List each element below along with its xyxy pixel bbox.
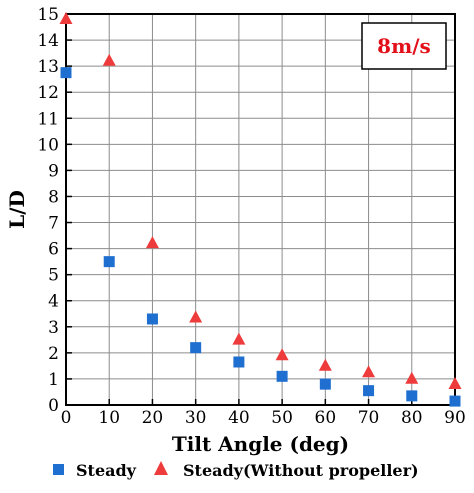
y-tick-label: 7 xyxy=(48,214,59,234)
legend-marker-steady xyxy=(53,464,64,475)
y-tick-label: 5 xyxy=(48,266,59,286)
data-point-steady xyxy=(190,342,202,354)
y-tick-label: 13 xyxy=(37,57,59,77)
legend: Steady Steady(Without propeller) xyxy=(53,461,419,480)
tick-labels: 0 10 20 30 40 50 60 70 80 90012345678910111213141… xyxy=(37,5,465,428)
y-tick-label: 14 xyxy=(37,31,59,51)
x-tick-label: 30 xyxy=(185,408,207,428)
speed-annotation: 8m/s xyxy=(361,22,447,70)
y-tick-label: 1 xyxy=(48,370,59,390)
x-tick-label: 0 xyxy=(61,408,72,428)
data-point-steady xyxy=(363,385,375,397)
y-tick-label: 8 xyxy=(48,187,59,207)
data-point-steady-without-propeller xyxy=(232,332,246,345)
y-tick-label: 6 xyxy=(48,240,59,260)
x-tick-label: 70 xyxy=(358,408,380,428)
data-point-steady xyxy=(319,378,331,390)
data-point-steady xyxy=(276,370,288,382)
x-tick-label: 20 xyxy=(142,408,164,428)
data-point-steady-without-propeller xyxy=(275,348,289,361)
data-point-steady-without-propeller xyxy=(448,376,462,389)
data-points xyxy=(59,12,462,407)
tick-marks xyxy=(65,13,456,406)
legend-label-steady: Steady xyxy=(76,461,137,480)
legend-label-steady-without-propeller: Steady(Without propeller) xyxy=(183,461,419,480)
data-point-steady xyxy=(60,67,72,79)
y-tick-label: 9 xyxy=(48,161,59,181)
data-point-steady xyxy=(233,356,245,368)
y-axis-title: L/D xyxy=(5,190,29,229)
data-point-steady-without-propeller xyxy=(405,371,419,384)
y-tick-label: 12 xyxy=(37,83,59,103)
data-point-steady xyxy=(449,395,461,407)
y-tick-label: 3 xyxy=(48,318,59,338)
data-point-steady xyxy=(146,313,158,325)
data-point-steady xyxy=(406,390,418,402)
y-tick-label: 4 xyxy=(48,292,59,312)
annotation-box xyxy=(361,22,447,70)
data-point-steady xyxy=(103,256,115,268)
data-point-steady-without-propeller xyxy=(145,236,159,249)
data-point-steady-without-propeller xyxy=(318,358,332,371)
legend-marker-steady-without-propeller xyxy=(154,461,168,475)
x-tick-label: 80 xyxy=(401,408,423,428)
x-axis-title: Tilt Angle (deg) xyxy=(172,432,349,456)
x-tick-label: 50 xyxy=(271,408,293,428)
y-tick-label: 11 xyxy=(37,109,59,129)
y-tick-label: 2 xyxy=(48,344,59,364)
annotation-text: 8m/s xyxy=(377,34,431,58)
y-tick-label: 15 xyxy=(37,5,59,25)
x-tick-label: 60 xyxy=(315,408,337,428)
x-tick-label: 10 xyxy=(98,408,120,428)
y-tick-label: 10 xyxy=(37,135,59,155)
y-tick-label: 0 xyxy=(48,396,59,416)
data-point-steady-without-propeller xyxy=(102,53,116,66)
data-point-steady-without-propeller xyxy=(189,310,203,323)
data-point-steady-without-propeller xyxy=(59,12,73,25)
data-point-steady-without-propeller xyxy=(362,365,376,378)
x-tick-label: 40 xyxy=(228,408,250,428)
x-tick-label: 90 xyxy=(444,408,466,428)
plot-frame xyxy=(65,13,456,406)
